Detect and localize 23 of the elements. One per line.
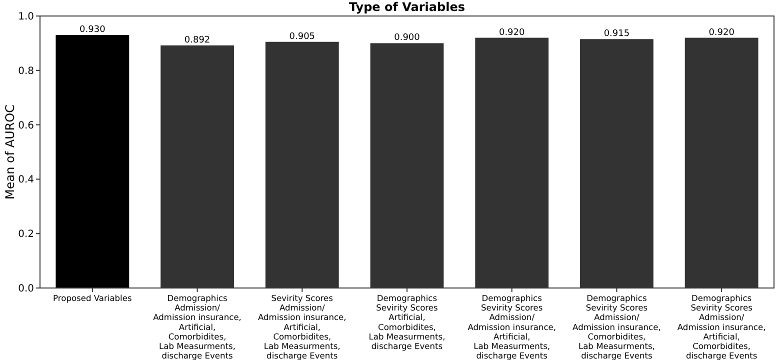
y-tick-label: 1.0 xyxy=(18,12,34,22)
y-tick-label: 0.4 xyxy=(18,174,34,186)
data-label: 0.900 xyxy=(394,33,420,44)
x-tick-label: Demographics Sevirity Scores Admission/ Admission insurance, Artificial, Comorbidites, discharge Events xyxy=(677,293,766,360)
y-tick-label: 0.6 xyxy=(18,120,34,132)
data-label: 0.920 xyxy=(708,28,735,38)
y-tick-label: 0.2 xyxy=(18,229,34,240)
data-label: 0.892 xyxy=(184,35,210,46)
chart-title: Type of Variables xyxy=(349,0,465,14)
x-tick-label: Sevirity Scores Admission/ Admission insurance, Artificial, Comorbidites, Lab Measurments, discharge Events xyxy=(258,293,346,360)
y-tick-label: 0.8 xyxy=(18,66,34,77)
x-tick-label: Proposed Variables xyxy=(53,293,132,303)
data-label: 0.920 xyxy=(498,28,526,38)
x-tick-label: Demographics Admission/ Admission insurance, Artificial, Comorbidites, Lab Measurments, discharge Events xyxy=(153,293,242,360)
x-tick-label: Demographics Sevirity Scores Admission/ Admission insurance, Artificial, Lab Measurments, discharge Events xyxy=(468,293,556,360)
x-tick-label: Demographics Sevirity Scores Admission/ Admission insurance, Comorbidites, Lab Measurments, discharge Events xyxy=(572,293,661,360)
x-tick-label: Demographics Sevirity Scores Artificial, Comorbidites, Lab Measurments, discharge Events xyxy=(368,293,446,351)
y-axis-title: Mean of AUROC xyxy=(3,104,17,200)
data-label: 0.915 xyxy=(604,29,630,40)
data-label: 0.930 xyxy=(80,25,106,36)
y-tick-label: 0.0 xyxy=(18,284,34,294)
data-label: 0.905 xyxy=(289,32,316,42)
bar xyxy=(56,35,130,288)
